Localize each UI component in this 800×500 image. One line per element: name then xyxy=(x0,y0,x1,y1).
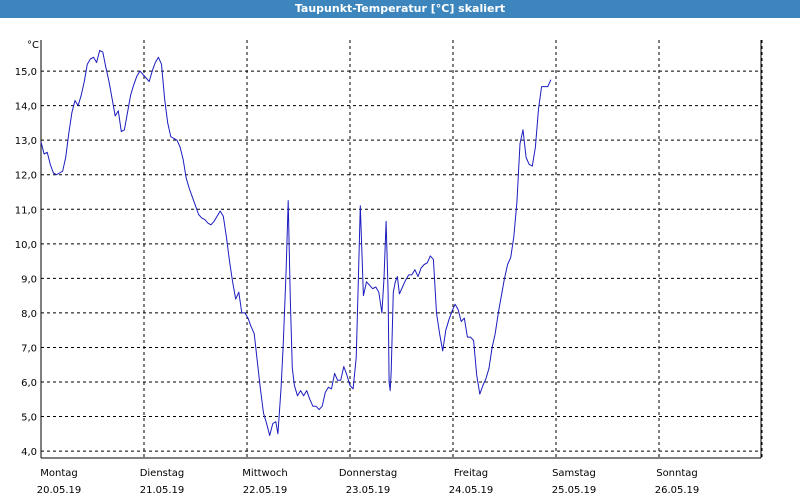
y-axis-labels: 4,0 5,0 6,0 7,0 8,0 9,0 10,0 11,0 12,0 13,0 14,0 15… xyxy=(15,40,39,458)
day-name-label: Freitag xyxy=(454,468,488,479)
day-name-label: Dienstag xyxy=(140,468,185,479)
y-tick-label: 9,0 xyxy=(21,274,37,285)
day-date-label: 24.05.19 xyxy=(449,485,494,496)
day-date-label: 21.05.19 xyxy=(140,485,185,496)
dewpoint-chart: 4,0 5,0 6,0 7,0 8,0 9,0 10,0 11,0 12,0 13,0 14,0 15… xyxy=(15,40,763,496)
day-date-label: 23.05.19 xyxy=(346,485,391,496)
day-name-label: Sonntag xyxy=(656,468,698,479)
y-tick-label: 4,0 xyxy=(21,447,37,458)
y-tick-label: 7,0 xyxy=(21,343,37,354)
y-tick-label: 13,0 xyxy=(15,136,37,147)
day-date-label: 20.05.19 xyxy=(37,485,82,496)
y-tick-label: 10,0 xyxy=(15,240,37,251)
day-name-label: Montag xyxy=(40,468,77,479)
day-date-label: 26.05.19 xyxy=(655,485,700,496)
series-line xyxy=(40,49,552,436)
y-tick-label: 8,0 xyxy=(21,309,37,320)
day-date-label: 22.05.19 xyxy=(243,485,288,496)
plot-frame xyxy=(40,40,762,459)
y-tick-label: 12,0 xyxy=(15,171,37,182)
day-name-label: Samstag xyxy=(552,468,596,479)
y-tick-label: 11,0 xyxy=(15,205,37,216)
day-name-label: Donnerstag xyxy=(339,468,397,479)
y-tick-label: 5,0 xyxy=(21,413,37,424)
window-title: Taupunkt-Temperatur [°C] skaliert xyxy=(0,0,800,18)
series-group xyxy=(40,49,552,436)
grid xyxy=(41,40,763,458)
day-name-label: Mittwoch xyxy=(242,468,287,479)
day-date-label: 25.05.19 xyxy=(552,485,597,496)
y-tick-label: 6,0 xyxy=(21,378,37,389)
y-tick-label: 14,0 xyxy=(15,102,37,113)
x-axis-labels: Montag 20.05.19 Dienstag 21.05.19 Mittwoch 22… xyxy=(37,468,700,496)
y-tick-label: 15,0 xyxy=(15,67,37,78)
y-unit-label: °C xyxy=(27,40,39,51)
